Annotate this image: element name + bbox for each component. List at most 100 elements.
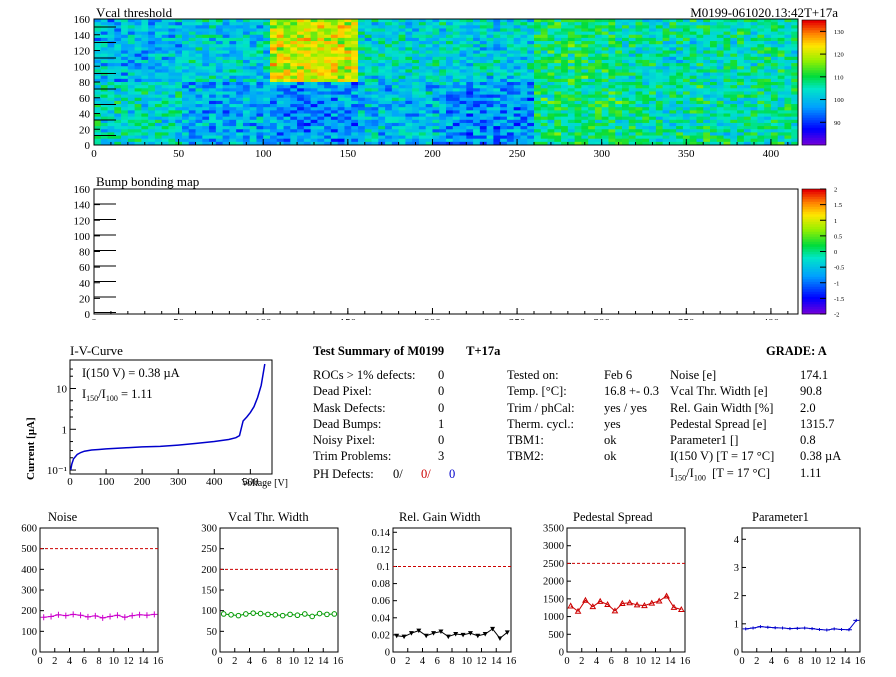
vcal-map-cell — [777, 138, 785, 143]
vcal-map-cell — [743, 66, 752, 70]
vcal-map-cell — [594, 129, 603, 133]
roc-point — [136, 611, 143, 618]
vcal-map-cell — [594, 25, 603, 29]
vcal-map-cell — [527, 88, 535, 92]
vcal-map-cell — [567, 44, 576, 48]
vcal-map-cell — [378, 91, 386, 95]
vcal-map-cell — [479, 135, 488, 140]
vcal-map-cell — [649, 69, 657, 73]
vcal-map-cell — [107, 37, 115, 42]
vcal-map-cell — [642, 37, 650, 42]
vcal-map-cell — [452, 41, 460, 45]
vcal-map-cell — [161, 56, 169, 61]
vcal-map-cell — [337, 138, 345, 143]
vcal-map-cell — [547, 107, 555, 111]
vcal-map-cell — [351, 141, 359, 146]
vcal-map-cell — [689, 41, 697, 45]
vcal-map-cell — [486, 50, 494, 55]
vcal-map-cell — [364, 56, 372, 61]
vcal-map-cell — [540, 56, 548, 61]
vcal-map-cell — [263, 138, 271, 143]
vcal-map-cell — [676, 88, 684, 92]
vcal-map-cell — [655, 53, 664, 58]
vcal-map-cell — [127, 110, 136, 114]
vcal-map-cell — [141, 129, 149, 133]
roc-y-tick-label: 1000 — [543, 612, 564, 623]
vcal-map-cell — [94, 88, 102, 92]
metric-value: 1.11 — [800, 465, 822, 480]
vcal-map-cell — [276, 22, 284, 26]
vcal-map-cell — [310, 69, 318, 73]
vcal-map-cell — [628, 85, 636, 89]
vcal-map-cell — [723, 53, 731, 58]
vcal-map-cell — [358, 50, 366, 55]
vcal-map-cell — [276, 53, 284, 58]
vcal-map-cell — [662, 104, 670, 108]
vcal-map-cell — [446, 34, 454, 39]
vcal-map-cell — [297, 47, 305, 51]
vcal-map-cell — [351, 66, 359, 70]
vcal-map-cell — [689, 19, 697, 23]
vcal-map-cell — [229, 132, 237, 136]
vcal-map-cell — [615, 50, 623, 55]
vcal-map-cell — [127, 113, 136, 118]
vcal-map-cell — [371, 19, 379, 23]
vcal-map-cell — [716, 34, 724, 39]
vcal-map-cell — [412, 129, 420, 133]
vcal-map-cell — [161, 78, 169, 83]
vcal-map-cell — [594, 91, 603, 95]
vcal-map-cell — [303, 53, 312, 58]
roc-point — [574, 607, 582, 614]
vcal-map-cell — [310, 100, 318, 105]
vcal-map-cell — [121, 78, 129, 83]
roc-x-tick-label: 4 — [247, 656, 253, 667]
vcal-map-cell — [655, 78, 664, 83]
vcal-map-cell — [676, 132, 684, 136]
vcal-map-cell — [567, 135, 576, 140]
vcal-map-cell — [148, 110, 156, 114]
vcal-map-cell — [615, 100, 623, 105]
vcal-map-cell — [615, 31, 623, 36]
vcal-map-cell — [215, 37, 224, 42]
roc-point — [838, 627, 845, 631]
vcal-map-cell — [324, 72, 332, 77]
vcal-map-cell — [655, 19, 664, 23]
vcal-map-cell — [324, 28, 332, 32]
vcal-map-cell — [581, 138, 589, 143]
vcal-map-cell — [229, 31, 237, 36]
vcal-map-cell — [439, 19, 447, 23]
vcal-map-cell — [737, 91, 745, 95]
vcal-map-cell — [432, 72, 440, 77]
roc-x-tick-label: 16 — [153, 656, 164, 667]
vcal-map-cell — [642, 141, 650, 146]
vcal-map-cell — [581, 44, 589, 48]
roc-point — [408, 631, 414, 636]
vcal-map-cell — [215, 75, 224, 80]
vcal-map-cell — [655, 72, 664, 77]
vcal-map-cell — [412, 19, 420, 23]
vcal-map-cell — [175, 47, 183, 51]
vcal-map-cell — [222, 19, 230, 23]
vcal-map-cell — [750, 19, 758, 23]
vcal-map-cell — [337, 66, 345, 70]
vcal-map-cell — [649, 37, 657, 42]
vcal-map-cell — [676, 91, 684, 95]
vcal-map-cell — [391, 116, 400, 121]
vcal-map-cell — [439, 91, 447, 95]
vcal-map-cell — [276, 94, 284, 99]
vcal-map-cell — [188, 53, 196, 58]
vcal-map-cell — [127, 91, 136, 95]
vcal-map-cell — [737, 104, 745, 108]
vcal-map-cell — [175, 63, 183, 67]
vcal-map-cell — [405, 104, 413, 108]
vcal-map-cell — [574, 53, 582, 58]
vcal-map-cell — [554, 72, 562, 77]
vcal-map-cell — [317, 113, 325, 118]
vcal-map-cell — [405, 72, 413, 77]
vcal-map-cell — [222, 37, 230, 42]
vcal-map-cell — [161, 31, 169, 36]
vcal-map-cell — [412, 50, 420, 55]
vcal-map-cell — [730, 119, 738, 124]
vcal-map-cell — [581, 22, 589, 26]
